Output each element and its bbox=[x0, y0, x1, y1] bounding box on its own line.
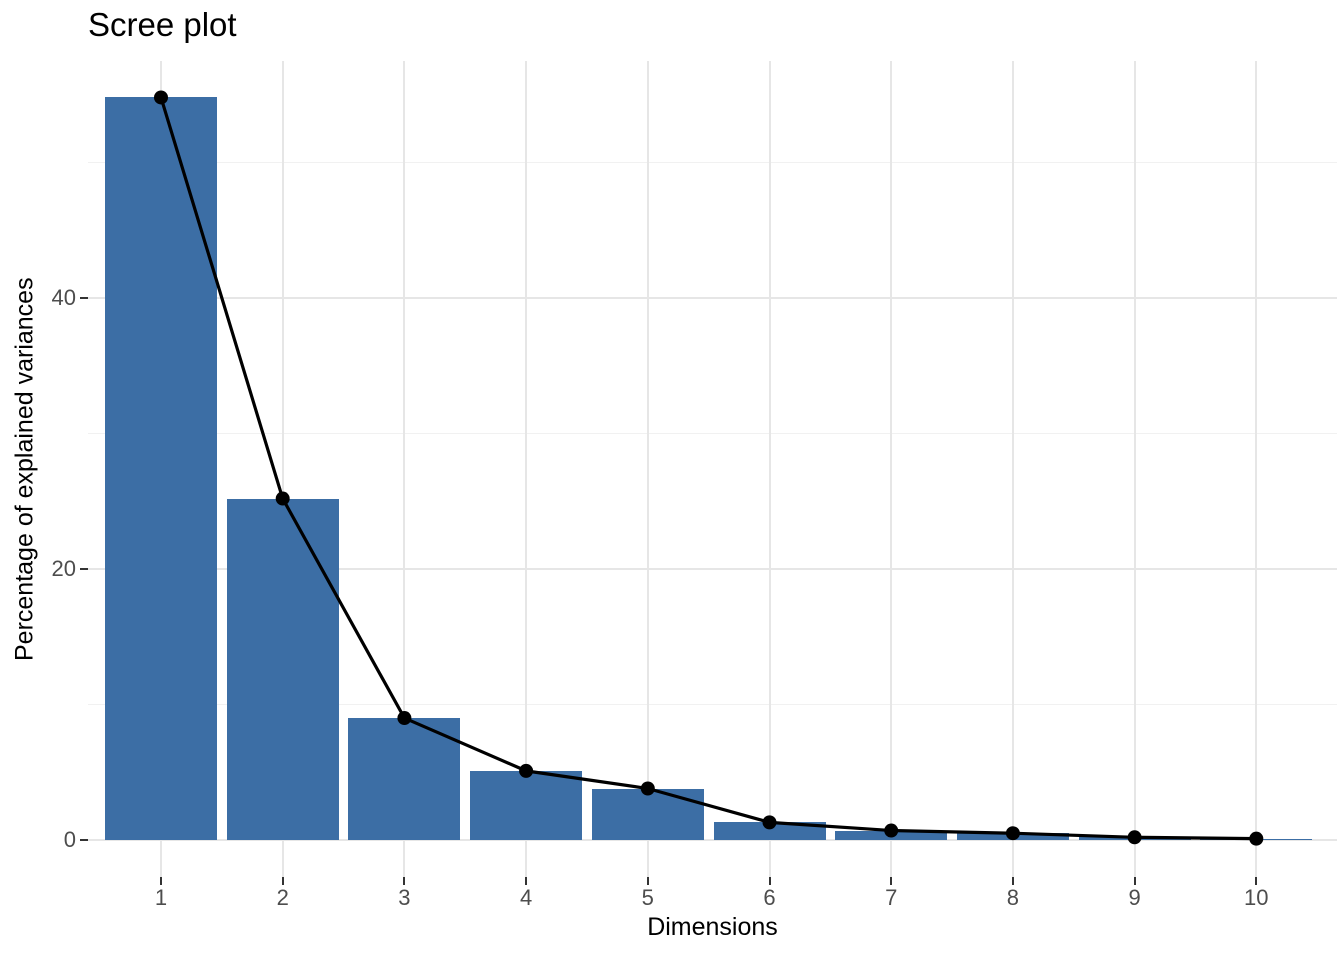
x-tick-mark bbox=[160, 877, 162, 885]
y-tick-label: 0 bbox=[63, 827, 76, 852]
x-tick-label: 9 bbox=[1128, 885, 1141, 910]
x-tick-mark bbox=[1255, 877, 1258, 885]
x-tick-label: 10 bbox=[1244, 885, 1269, 910]
x-tick-mark bbox=[403, 877, 406, 885]
y-axis-title: Percentage of explained variances bbox=[10, 277, 39, 661]
minor-gridline bbox=[88, 162, 1337, 163]
x-tick-mark bbox=[646, 877, 649, 885]
x-tick-mark bbox=[890, 877, 893, 885]
variance-bar bbox=[835, 830, 948, 840]
vertical-gridline bbox=[1255, 61, 1258, 877]
minor-gridline bbox=[88, 433, 1337, 434]
x-tick-mark bbox=[525, 877, 528, 885]
vertical-gridline bbox=[768, 61, 771, 877]
vertical-gridline bbox=[646, 61, 649, 877]
x-tick-mark bbox=[1133, 877, 1136, 885]
x-tick-label: 5 bbox=[641, 885, 654, 910]
variance-bar bbox=[348, 718, 461, 840]
vertical-gridline bbox=[525, 61, 528, 877]
y-tick-mark bbox=[80, 568, 88, 570]
variance-bar bbox=[713, 822, 826, 840]
y-tick-label: 40 bbox=[51, 285, 76, 310]
vertical-gridline bbox=[1011, 61, 1014, 877]
x-tick-mark bbox=[768, 877, 771, 885]
variance-bar bbox=[956, 833, 1069, 840]
variance-bar bbox=[105, 97, 217, 840]
vertical-gridline bbox=[1133, 61, 1136, 877]
x-tick-label: 8 bbox=[1006, 885, 1020, 910]
y-tick-label: 20 bbox=[51, 556, 76, 581]
x-tick-label: 7 bbox=[885, 885, 898, 910]
x-tick-mark bbox=[1011, 877, 1014, 885]
y-tick-mark bbox=[80, 297, 88, 299]
vertical-gridline bbox=[890, 61, 893, 877]
y-tick-mark bbox=[80, 839, 88, 841]
variance-bar bbox=[226, 498, 339, 840]
x-axis-title: Dimensions bbox=[647, 913, 778, 941]
variance-bar bbox=[1078, 837, 1191, 840]
x-tick-mark bbox=[281, 877, 284, 885]
major-gridline bbox=[88, 297, 1337, 299]
variance-bar bbox=[1200, 838, 1313, 840]
x-tick-label: 3 bbox=[398, 885, 411, 910]
x-tick-label: 1 bbox=[154, 885, 168, 910]
x-tick-label: 2 bbox=[276, 885, 289, 910]
x-tick-label: 6 bbox=[763, 885, 776, 910]
x-tick-label: 4 bbox=[519, 885, 533, 910]
variance-bar bbox=[470, 770, 583, 840]
chart-title: Scree plot bbox=[88, 6, 237, 43]
variance-bar bbox=[591, 788, 704, 840]
